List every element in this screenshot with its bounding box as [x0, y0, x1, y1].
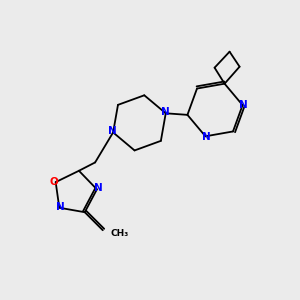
Text: N: N	[108, 126, 116, 136]
Text: CH₃: CH₃	[111, 229, 129, 238]
Text: N: N	[239, 100, 248, 110]
Text: N: N	[202, 132, 211, 142]
Text: N: N	[94, 183, 102, 194]
Text: O: O	[49, 177, 58, 187]
Text: N: N	[161, 107, 170, 117]
Text: N: N	[56, 202, 65, 212]
